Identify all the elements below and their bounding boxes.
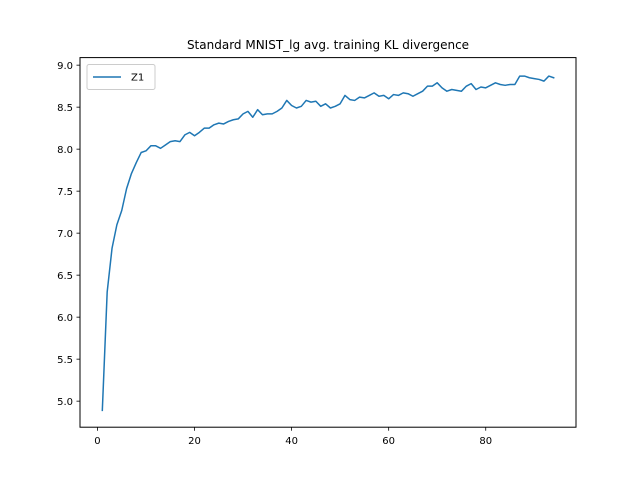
y-tick-label: 6.0 (57, 313, 73, 324)
x-axis-ticks: 0 20 40 60 80 (94, 427, 492, 447)
series-line-z1 (101, 75, 555, 412)
y-tick-label: 7.0 (57, 229, 73, 240)
x-tick-label: 20 (188, 436, 201, 447)
y-tick-label: 8.5 (57, 103, 73, 114)
chart-title: Standard MNIST_lg avg. training KL diver… (187, 38, 469, 52)
y-tick-label: 5.0 (57, 397, 73, 408)
series-layer (101, 75, 555, 412)
y-axis-ticks: 5.0 5.5 6.0 6.5 7.0 7.5 8.0 8.5 9.0 (57, 61, 80, 408)
x-tick-label: 0 (94, 436, 100, 447)
axes-frame (79, 57, 577, 428)
legend-label-z1: Z1 (131, 73, 144, 84)
y-tick-label: 8.0 (57, 145, 73, 156)
y-tick-label: 6.5 (57, 271, 73, 282)
y-tick-label: 5.5 (57, 355, 73, 366)
y-tick-label: 9.0 (57, 61, 73, 72)
x-tick-label: 40 (285, 436, 298, 447)
x-tick-label: 80 (479, 436, 492, 447)
legend: Z1 (86, 64, 156, 90)
y-tick-label: 7.5 (57, 187, 73, 198)
x-tick-label: 60 (382, 436, 395, 447)
